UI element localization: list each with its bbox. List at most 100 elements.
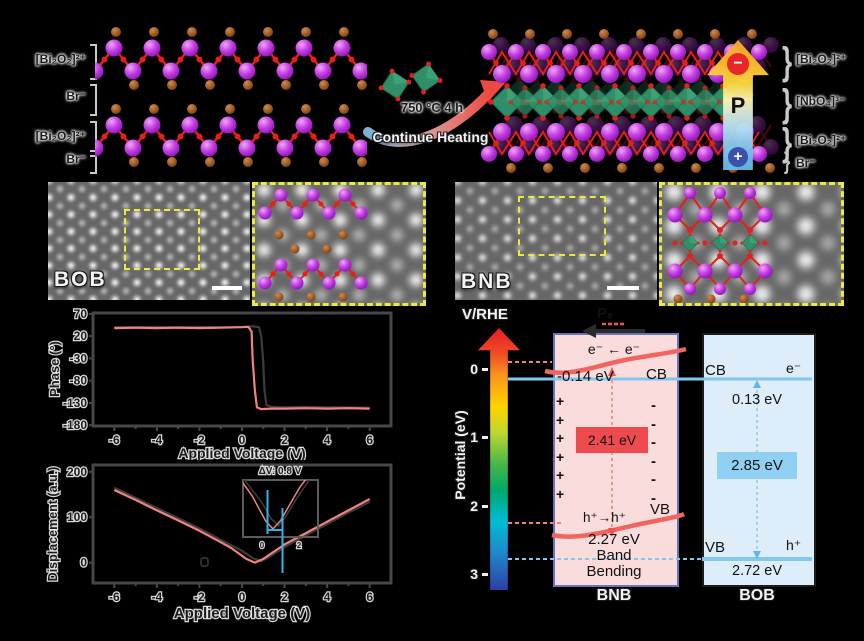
label-bi2o2-top-left: [Bi₂O₂]²⁺ [35, 52, 86, 66]
minus-charges: ------ [651, 397, 656, 507]
hole-flow: h⁺→h⁺ [583, 510, 626, 525]
bob-hole: h⁺ [786, 537, 802, 553]
band-bending-2: Bending [586, 563, 642, 580]
potential-tick-2: 2 [470, 498, 478, 514]
tick-mark [482, 505, 488, 508]
bob-cb-label: CB [705, 362, 726, 379]
y-tick: -30 [70, 352, 88, 366]
bnb-cb-energy: -0.14 eV [557, 368, 614, 385]
bnb-vb-block: 2.27 eV Band Bending [553, 532, 675, 580]
x-tick: 4 [324, 590, 331, 604]
tick-mark [482, 573, 488, 576]
bnb-vb-label: VB [650, 501, 671, 518]
tem-inset-bob [252, 182, 426, 306]
displacement-curves [113, 486, 371, 564]
bob-vb-energy: 2.72 eV [732, 563, 782, 579]
marker-glyph [200, 557, 209, 567]
vrhe-label: V/RHE [462, 306, 508, 323]
bnb-overlay-structure [667, 187, 773, 303]
tem-label-bnb: BNB [461, 270, 513, 293]
y-tick: -130 [63, 396, 87, 410]
x-tick: 0 [239, 590, 246, 604]
y-tick: 100 [67, 510, 87, 524]
tem-inset-bnb [659, 182, 844, 306]
heating-curved-arrow [363, 80, 506, 147]
x-tick: 4 [324, 433, 331, 447]
bob-gap-value: 2.85 eV [717, 452, 797, 479]
x-axis-label: Applied Voltage (V) [178, 445, 305, 460]
x-axis-label: Applied Voltage (V) [174, 605, 310, 622]
label-bi2o2-bottom-right: [Bi₂O₂]²⁺ [796, 133, 847, 147]
plus-charges: + + + + + + [556, 393, 565, 502]
axis-ticks [89, 312, 371, 431]
x-tick: -6 [109, 433, 120, 447]
layer-bracket [90, 121, 97, 157]
series-phase-red [114, 325, 370, 411]
x-tick: 2 [281, 590, 288, 604]
phase-voltage-plot: 70 20 -30 -80 -130 -180 -6 -4 -2 0 2 4 6… [46, 308, 393, 460]
displacement-voltage-plot: 200 100 0 -6 -4 -2 0 2 4 6 Applied Volta… [45, 463, 393, 623]
annealing-process: Continue Heating [372, 129, 489, 145]
tem-lattice [455, 182, 657, 300]
x-tick: -2 [194, 590, 205, 604]
x-tick: 6 [366, 590, 373, 604]
bob-overlay-structure [257, 187, 369, 302]
inset-annotation: ΔV: 0.8 V [259, 466, 302, 477]
delta-v-annotation-lines [266, 490, 284, 573]
label-br-left: Br⁻ [66, 89, 86, 103]
bnb-vb-energy: 2.27 eV [588, 531, 640, 548]
label-bi2o2-bottom-left: [Bi₂O₂]²⁺ [35, 129, 86, 143]
bnb-vb-bent-band [551, 511, 686, 539]
tem-image-bnb: BNB [455, 182, 657, 300]
highlight-box [518, 196, 606, 256]
layer-brace: } [782, 80, 793, 126]
series-disp-red [113, 489, 371, 564]
scale-bar [212, 286, 242, 290]
bnb-cb-bent-band [544, 346, 687, 375]
bnb-band-box [553, 333, 679, 587]
series-phase-black [114, 325, 370, 409]
tem-label-bob: BOB [54, 268, 107, 291]
inset-curves [243, 480, 311, 530]
electron-flow: e⁻ ← e⁻ [587, 341, 641, 357]
potential-tick-0: 0 [470, 361, 478, 377]
bob-name: BOB [739, 587, 775, 604]
ps-arrow-head [582, 324, 596, 338]
axis-ticks [89, 470, 371, 588]
bnb-cb-label: CB [646, 366, 667, 383]
layer-brace: } [782, 38, 793, 84]
label-bi2o2-top-right: [Bi₂O₂]²⁺ [796, 52, 847, 66]
polarization-label: P [730, 93, 746, 118]
label-br-left-2: Br⁻ [66, 152, 86, 166]
y-tick: 0 [80, 556, 87, 570]
x-tick: -2 [194, 433, 205, 447]
tem-lattice [48, 182, 250, 300]
bob-crystal-structure [95, 27, 367, 167]
x-tick: -4 [152, 590, 163, 604]
x-tick: -6 [109, 590, 120, 604]
y-tick: 70 [74, 308, 88, 321]
layer-brace: } [782, 119, 793, 165]
bob-vb-label: VB [705, 539, 726, 556]
inset-x-tick: 2 [297, 541, 302, 550]
band-bending-1: Band [596, 547, 632, 564]
y-axis-label: Displacement (a.u.) [46, 467, 60, 582]
annealing-temperature: 750 °C 4 h [400, 100, 464, 115]
layer-brace: } [784, 149, 791, 175]
x-tick: 2 [281, 433, 288, 447]
x-tick: 6 [366, 433, 373, 447]
label-nbo4: [NbO₄]³⁻ [796, 94, 846, 108]
tem-image-bob: BOB [48, 182, 250, 300]
inset-frame [242, 479, 319, 538]
tick-mark [482, 436, 488, 439]
scale-bar [607, 286, 639, 290]
ps-label: Pₛ [597, 305, 613, 322]
potential-tick-1: 1 [470, 429, 478, 445]
y-tick: 200 [67, 465, 87, 479]
y-tick: -180 [63, 418, 87, 432]
x-tick: 0 [239, 433, 246, 447]
series-disp-black [243, 480, 311, 527]
phase-curves [114, 325, 370, 411]
series-disp-red [243, 480, 307, 530]
highlight-box [124, 209, 200, 270]
